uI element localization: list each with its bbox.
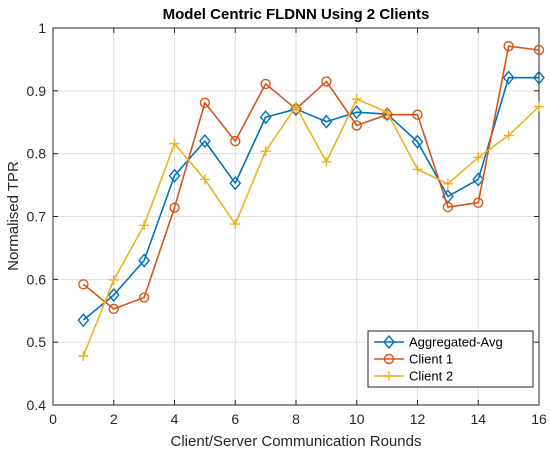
- chart-title: Model Centric FLDNN Using 2 Clients: [163, 6, 430, 23]
- x-tick-label: 10: [349, 411, 365, 427]
- series-aggregated-avg: [77, 70, 545, 328]
- series-line: [82, 98, 540, 357]
- data-point: [230, 219, 241, 230]
- data-point: [138, 292, 150, 303]
- data-point: [442, 201, 454, 213]
- data-point: [78, 350, 89, 361]
- data-point: [108, 303, 119, 315]
- y-axis-label: Normalised TPR: [5, 161, 22, 271]
- legend-label: Client 2: [409, 369, 453, 384]
- x-tick-label: 14: [470, 411, 486, 427]
- data-point: [291, 101, 301, 112]
- legend-item: Aggregated-Avg: [374, 335, 503, 350]
- data-point: [533, 70, 545, 85]
- data-point: [138, 253, 151, 268]
- data-point: [412, 109, 423, 120]
- data-point: [411, 134, 424, 149]
- data-point: [229, 176, 242, 191]
- axes: 0 2 4 6 8 10 12 14 16 0.4 0.5 0.6 0.7 0.8 0.9 1: [27, 20, 547, 427]
- data-point: [533, 44, 545, 56]
- x-tick-label: 6: [231, 411, 239, 427]
- data-point: [320, 114, 333, 129]
- series-client-2: [78, 94, 544, 361]
- y-tick-label: 0.8: [27, 146, 47, 162]
- data-point: [351, 94, 362, 105]
- data-point: [139, 220, 150, 231]
- data-point: [199, 97, 211, 108]
- data-point: [382, 107, 393, 118]
- y-tick-label: 0.7: [27, 209, 47, 225]
- data-point: [350, 105, 363, 120]
- data-point: [473, 152, 484, 163]
- series-line: [82, 45, 540, 310]
- legend-marker: [383, 334, 395, 350]
- series-line: [82, 76, 539, 321]
- legend-marker: [383, 353, 395, 365]
- data-point: [107, 287, 120, 303]
- data-point: [169, 138, 180, 149]
- x-tick-label: 4: [171, 411, 179, 427]
- x-axis-label: Client/Server Communication Rounds: [171, 433, 422, 450]
- x-tick-label: 16: [531, 411, 547, 427]
- data-point: [321, 156, 332, 167]
- legend-label: Aggregated-Avg: [409, 335, 503, 350]
- data-point: [260, 78, 271, 90]
- data-point: [502, 70, 515, 85]
- legend-item: Client 2: [374, 369, 453, 384]
- grid: [52, 27, 540, 406]
- data-point: [230, 135, 241, 147]
- x-tick-label: 12: [410, 411, 426, 427]
- data-point: [534, 101, 544, 112]
- x-tick-label: 2: [110, 411, 118, 427]
- legend-label: Client 1: [409, 352, 453, 367]
- legend: Aggregated-Avg Client 1 Client 2: [367, 330, 534, 388]
- data-point: [472, 172, 485, 187]
- legend-item: Client 1: [374, 352, 453, 367]
- x-tick-label: 0: [49, 411, 57, 427]
- x-tick-label: 8: [292, 411, 300, 427]
- y-tick-label: 0.5: [27, 334, 47, 350]
- data-point: [503, 130, 514, 141]
- data-point: [259, 110, 272, 125]
- data-point: [198, 134, 211, 149]
- y-tick-label: 1: [38, 20, 46, 36]
- data-point: [199, 174, 210, 185]
- data-point: [473, 197, 484, 208]
- data-point: [78, 279, 89, 290]
- data-point: [351, 120, 362, 131]
- data-point: [321, 76, 332, 87]
- data-point: [108, 274, 119, 285]
- data-point: [503, 41, 514, 52]
- data-point: [442, 178, 453, 189]
- y-tick-label: 0.6: [27, 271, 47, 287]
- series-lines: [77, 41, 545, 361]
- data-point: [169, 202, 180, 213]
- data-point: [260, 146, 271, 157]
- data-point: [77, 313, 90, 328]
- y-tick-label: 0.4: [27, 397, 47, 413]
- y-tick-label: 0.9: [27, 83, 47, 99]
- data-point: [412, 164, 423, 175]
- legend-marker: [384, 371, 394, 381]
- data-point: [168, 168, 181, 183]
- series-client-1: [78, 41, 545, 315]
